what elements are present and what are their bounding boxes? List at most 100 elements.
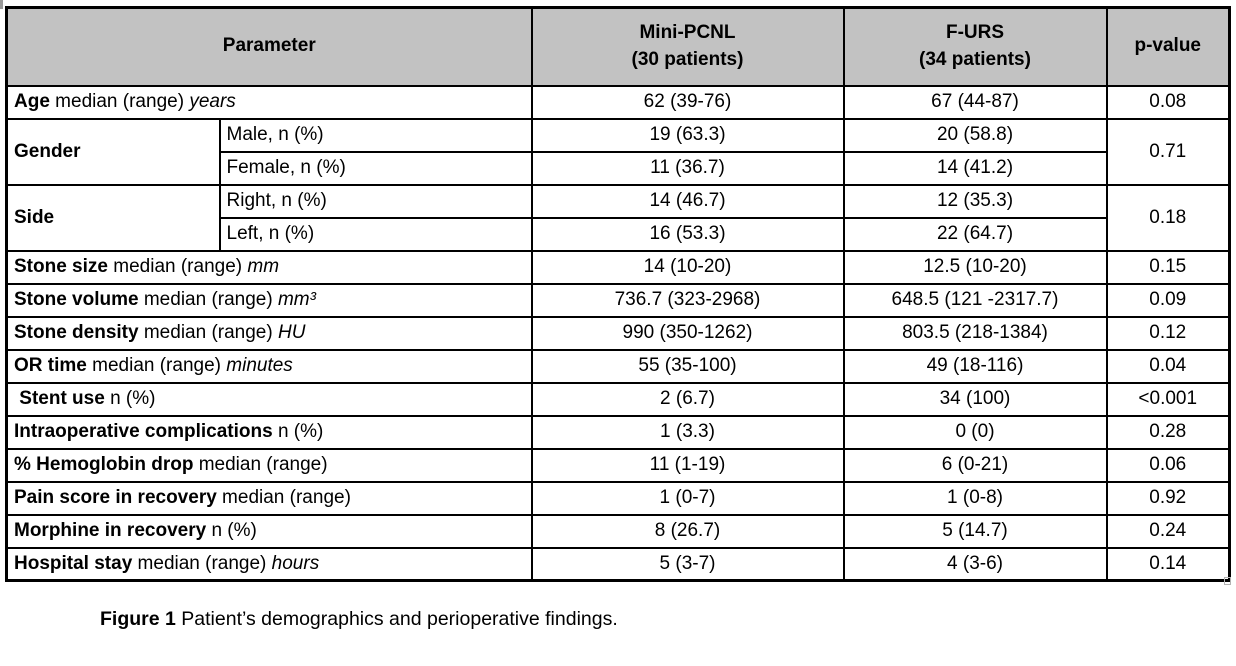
table-row-right: Side Right, n (%) 14 (46.7) 12 (35.3) 0.… [5, 183, 1231, 252]
furs-value-pain-score: 1 (0-8) [842, 480, 1108, 516]
param-bold: Stent use [14, 388, 105, 409]
furs-value-stone-volume: 648.5 (121 -2317.7) [842, 282, 1108, 318]
param-cell-stone-density: Stone density median (range) HU [5, 315, 533, 351]
furs-value-right: 12 (35.3) [842, 183, 1108, 219]
param-unit: hours [271, 552, 320, 574]
mini-value-intraop-complications: 1 (3.3) [530, 414, 845, 450]
mini-pcnl-subtitle: (30 patients) [631, 48, 744, 70]
mini-value-stone-size: 14 (10-20) [530, 249, 845, 285]
mini-value-or-time: 55 (35-100) [530, 348, 845, 384]
figure-caption-label: Figure 1 [100, 608, 176, 630]
mini-value-male: 19 (63.3) [530, 117, 845, 153]
pvalue-or-time: 0.04 [1105, 348, 1231, 384]
param-cell-intraop-complications: Intraoperative complications n (%) [5, 414, 533, 450]
param-cell-side: Side [5, 183, 221, 252]
param-mid: median (range) [193, 454, 328, 475]
column-header-pvalue: p-value [1105, 6, 1231, 87]
pvalue-stone-density: 0.12 [1105, 315, 1231, 351]
param-bold: Hospital stay [14, 552, 133, 574]
mini-value-stone-volume: 736.7 (323-2968) [530, 282, 845, 318]
param-mid: median (range) [132, 552, 272, 574]
table-row-stone-density: Stone density median (range) HU 990 (350… [5, 315, 1231, 351]
table-row-stone-size: Stone size median (range) mm 14 (10-20) … [5, 249, 1231, 285]
furs-value-or-time: 49 (18-116) [842, 348, 1108, 384]
pvalue-age: 0.08 [1105, 84, 1231, 120]
param-mid: median (range) [138, 289, 278, 310]
figure-caption-text: Patient’s demographics and perioperative… [175, 608, 618, 630]
furs-value-morphine: 5 (14.7) [842, 513, 1108, 549]
pvalue-pain-score: 0.92 [1105, 480, 1231, 516]
param-bold: Morphine in recovery [14, 520, 207, 541]
furs-value-stone-size: 12.5 (10-20) [842, 249, 1108, 285]
pvalue-hemoglobin-drop: 0.06 [1105, 447, 1231, 483]
furs-value-female: 14 (41.2) [842, 150, 1108, 186]
param-cell-stone-size: Stone size median (range) mm [5, 249, 533, 285]
table-row-pain-score: Pain score in recovery median (range) 1 … [5, 480, 1231, 516]
param-bold: Pain score in recovery [14, 487, 217, 508]
pvalue-gender: 0.71 [1105, 117, 1231, 186]
param-cell-or-time: OR time median (range) minutes [5, 348, 533, 384]
table-row-left: Left, n (%) 16 (53.3) 22 (64.7) [7, 216, 1230, 252]
param-cell-morphine: Morphine in recovery n (%) [5, 513, 533, 549]
param-unit: minutes [226, 355, 293, 376]
table-row-stone-volume: Stone volume median (range) mm³ 736.7 (3… [5, 282, 1231, 318]
param-mid: n (%) [272, 421, 324, 442]
param-unit: HU [277, 322, 306, 343]
table-row-stent-use: Stent use n (%) 2 (6.7) 34 (100) <0.001 [5, 381, 1231, 417]
furs-value-stent-use: 34 (100) [842, 381, 1108, 417]
mini-value-pain-score: 1 (0-7) [530, 480, 845, 516]
mini-value-right: 14 (46.7) [530, 183, 845, 219]
table-row-intraop-complications: Intraoperative complications n (%) 1 (3.… [5, 414, 1231, 450]
param-mid: n (%) [206, 520, 257, 541]
demographics-table: Parameter Mini-PCNL (30 patients) F-URS … [5, 6, 1231, 582]
furs-value-hospital-stay: 4 (3-6) [842, 546, 1108, 582]
column-header-mini-pcnl: Mini-PCNL (30 patients) [530, 6, 845, 87]
furs-value-age: 67 (44-87) [842, 84, 1108, 120]
param-mid: median (range) [86, 355, 227, 376]
furs-value-hemoglobin-drop: 6 (0-21) [842, 447, 1108, 483]
param-cell-stone-volume: Stone volume median (range) mm³ [5, 282, 533, 318]
param-bold: OR time [14, 355, 87, 376]
param-mid: median (range) [138, 322, 278, 343]
param-cell-gender: Gender [5, 117, 221, 186]
table-row-male: Gender Male, n (%) 19 (63.3) 20 (58.8) 0… [5, 117, 1231, 186]
pvalue-intraop-complications: 0.28 [1105, 414, 1231, 450]
param-bold: Stone density [14, 322, 139, 343]
param-unit: mm [247, 256, 280, 277]
param-mid: median (range) [216, 487, 351, 508]
mini-value-female: 11 (36.7) [530, 150, 845, 186]
mini-value-left: 16 (53.3) [530, 216, 845, 252]
param-unit: mm³ [277, 289, 316, 310]
table-row-morphine: Morphine in recovery n (%) 8 (26.7) 5 (1… [5, 513, 1231, 549]
pvalue-stone-size: 0.15 [1105, 249, 1231, 285]
table-row-hemoglobin-drop: % Hemoglobin drop median (range) 11 (1-1… [5, 447, 1231, 483]
param-bold: Intraoperative complications [14, 421, 273, 442]
mini-value-hospital-stay: 5 (3-7) [530, 546, 845, 582]
furs-subtitle: (34 patients) [919, 48, 1031, 70]
pvalue-stent-use: <0.001 [1105, 381, 1231, 417]
furs-value-intraop-complications: 0 (0) [842, 414, 1108, 450]
param-unit: years [189, 91, 236, 112]
param-cell-age: Age median (range) years [5, 84, 533, 120]
screen-edge-artifact [0, 0, 3, 9]
column-header-parameter: Parameter [5, 6, 533, 87]
param-bold: Stone volume [14, 289, 139, 310]
furs-value-stone-density: 803.5 (218-1384) [842, 315, 1108, 351]
param-mid: n (%) [104, 388, 156, 409]
param-bold: Age [14, 91, 50, 112]
pvalue-hospital-stay: 0.14 [1105, 546, 1231, 582]
table-row-age: Age median (range) years 62 (39-76) 67 (… [5, 84, 1231, 120]
furs-value-male: 20 (58.8) [842, 117, 1108, 153]
mini-value-stent-use: 2 (6.7) [530, 381, 845, 417]
subparam-cell-left: Left, n (%) [218, 216, 533, 252]
table-header-row: Parameter Mini-PCNL (30 patients) F-URS … [5, 6, 1231, 87]
subparam-cell-female: Female, n (%) [218, 150, 533, 186]
mini-value-stone-density: 990 (350-1262) [530, 315, 845, 351]
pvalue-stone-volume: 0.09 [1105, 282, 1231, 318]
mini-value-age: 62 (39-76) [530, 84, 845, 120]
column-header-furs: F-URS (34 patients) [842, 6, 1108, 87]
furs-title: F-URS [945, 22, 1005, 44]
figure-caption: Figure 1 Patient’s demographics and peri… [100, 608, 618, 631]
mini-value-hemoglobin-drop: 11 (1-19) [530, 447, 845, 483]
param-mid: median (range) [49, 91, 190, 112]
